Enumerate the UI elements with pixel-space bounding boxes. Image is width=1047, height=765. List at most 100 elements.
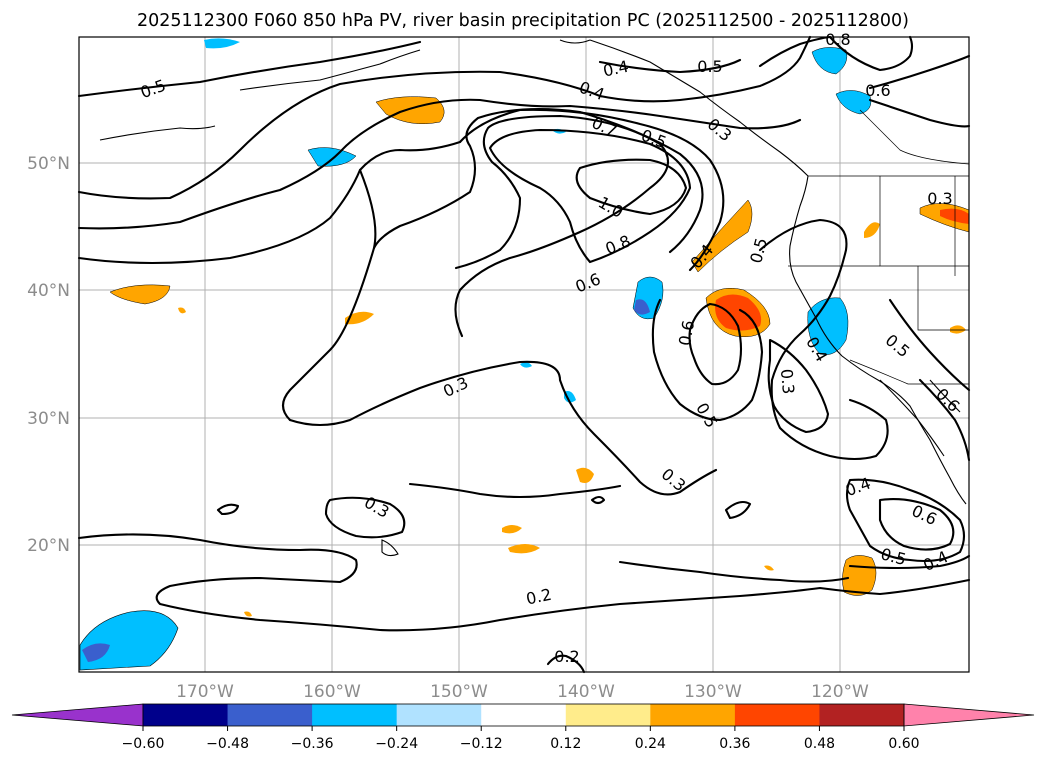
contour-label: 0.6 [675, 319, 698, 347]
colorbar-tick-label: 0.36 [719, 736, 750, 752]
pv-contour-0.3 [216, 503, 240, 516]
borders [788, 109, 970, 385]
lat-labels: 50°N 40°N 30°N 20°N [27, 154, 70, 556]
colorbar-segment [481, 704, 567, 726]
pv-contour-0.4 [281, 246, 376, 422]
colorbar-tick-label: −0.60 [122, 736, 165, 752]
precip-negative-area [835, 90, 872, 115]
contour-label: 0.4 [601, 57, 630, 81]
colorbar-segment [227, 704, 313, 726]
pv-contour-0.3 [408, 482, 622, 499]
lat-label: 40°N [27, 281, 70, 301]
pv-contour-0.3 [77, 140, 462, 265]
colorbar-tick-label: 0.24 [635, 736, 666, 752]
colorbar-extend-low [11, 703, 144, 727]
lat-label: 20°N [27, 536, 70, 556]
pv-contour-0.6 [878, 498, 955, 551]
lon-label: 120°W [811, 682, 869, 702]
contour-label: 0.3 [777, 368, 798, 395]
coastlines [99, 39, 967, 557]
precip-positive-area [244, 611, 252, 617]
precip-negative-strong-area [82, 643, 110, 662]
contour-label: 0.3 [927, 189, 952, 208]
precip-positive-area [842, 555, 877, 596]
precip-negative-area [811, 47, 848, 75]
colorbar-segment [565, 704, 651, 726]
colorbar-tick-label: −0.12 [460, 736, 503, 752]
precip-positive-strong-area [715, 294, 762, 331]
precip-positive-area [764, 565, 774, 571]
colorbar-segment [312, 704, 398, 726]
colorbar-tick-label: 0.60 [888, 736, 919, 752]
pv-contour-0.5 [77, 40, 422, 98]
colorbar-ticks: −0.60 −0.48 −0.36 −0.24 −0.12 0.12 0.24 0.36 0.4… [122, 726, 920, 752]
lon-label: 140°W [557, 682, 615, 702]
lon-label: 170°W [176, 682, 234, 702]
precip-negative-area [520, 362, 532, 368]
precip-positive-area [508, 544, 540, 554]
precip-positive-strong-area [940, 208, 969, 224]
pv-contour-1.0 [575, 158, 688, 216]
pv-contour-0.5 [828, 35, 914, 72]
lon-label: 150°W [430, 682, 488, 702]
colorbar-tick-label: −0.48 [206, 736, 249, 752]
pv-contour-0.3 [288, 360, 718, 496]
map-title: 2025112300 F060 850 hPa PV, river basin … [137, 11, 909, 31]
lat-label: 50°N [27, 154, 70, 174]
pv-contour-0.6 [918, 378, 971, 462]
contour-label: 0.2 [554, 647, 579, 666]
lat-label: 30°N [27, 409, 70, 429]
contour-label: 0.8 [825, 30, 850, 49]
precip-negative-area [204, 38, 240, 49]
pv-contour-0.5 [77, 35, 812, 200]
pv-contour-0.3 [324, 496, 406, 539]
pv-contour-0.5 [358, 108, 704, 254]
colorbar-segment [650, 704, 736, 726]
pv-contours [77, 35, 971, 674]
pv-contour-0.4 [618, 560, 850, 583]
colorbar-extend-high [903, 703, 1035, 727]
colorbar-segment [143, 704, 229, 726]
pv-contour-0.5 [888, 298, 971, 392]
pv-contour-0.2 [77, 533, 971, 632]
precip-positive-area [864, 222, 880, 238]
precip-positive-area [178, 307, 186, 314]
contour-label: 0.2 [524, 585, 553, 609]
colorbar-segment [819, 704, 905, 726]
lon-label: 130°W [684, 682, 742, 702]
pv-contour-0.5 [758, 35, 832, 68]
colorbar-tick-label: −0.24 [375, 736, 418, 752]
precip-fields [79, 38, 970, 671]
pv-contour-0.4 [758, 218, 889, 461]
contour-label: 0.6 [865, 81, 890, 100]
colorbar-segment [396, 704, 482, 726]
pv-contour-0.5 [845, 478, 966, 563]
colorbar-tick-label: 0.12 [550, 736, 581, 752]
precip-negative-area [79, 610, 179, 671]
pv-contour-0.3 [724, 500, 752, 520]
precip-positive-area [691, 199, 753, 273]
colorbar-segment [734, 704, 820, 726]
precip-negative-area [307, 147, 357, 167]
colorbar-tick-label: −0.36 [291, 736, 334, 752]
pv-contour-0.8 [488, 128, 692, 264]
precip-positive-area [109, 284, 171, 305]
colorbar-tick-label: 0.48 [804, 736, 835, 752]
precip-positive-area [576, 467, 594, 483]
precip-positive-area [502, 525, 522, 534]
pv-contour-0.6 [688, 302, 743, 386]
pv-contour-0.3 [590, 495, 606, 505]
precip-negative-area [564, 391, 576, 403]
pv-contour-0.6 [868, 54, 971, 90]
lon-label: 160°W [303, 682, 361, 702]
colorbar-outline [142, 703, 905, 727]
map-area [79, 37, 969, 672]
colorbar [11, 703, 1035, 727]
lon-labels: 170°W 160°W 150°W 140°W 130°W 120°W [176, 682, 869, 702]
precip-positive-area [950, 325, 966, 334]
map-frame [78, 36, 970, 673]
precip-negative-strong-area [634, 299, 650, 315]
pv-contour-0.4 [598, 58, 742, 74]
pv-contour-0.4 [848, 554, 971, 570]
